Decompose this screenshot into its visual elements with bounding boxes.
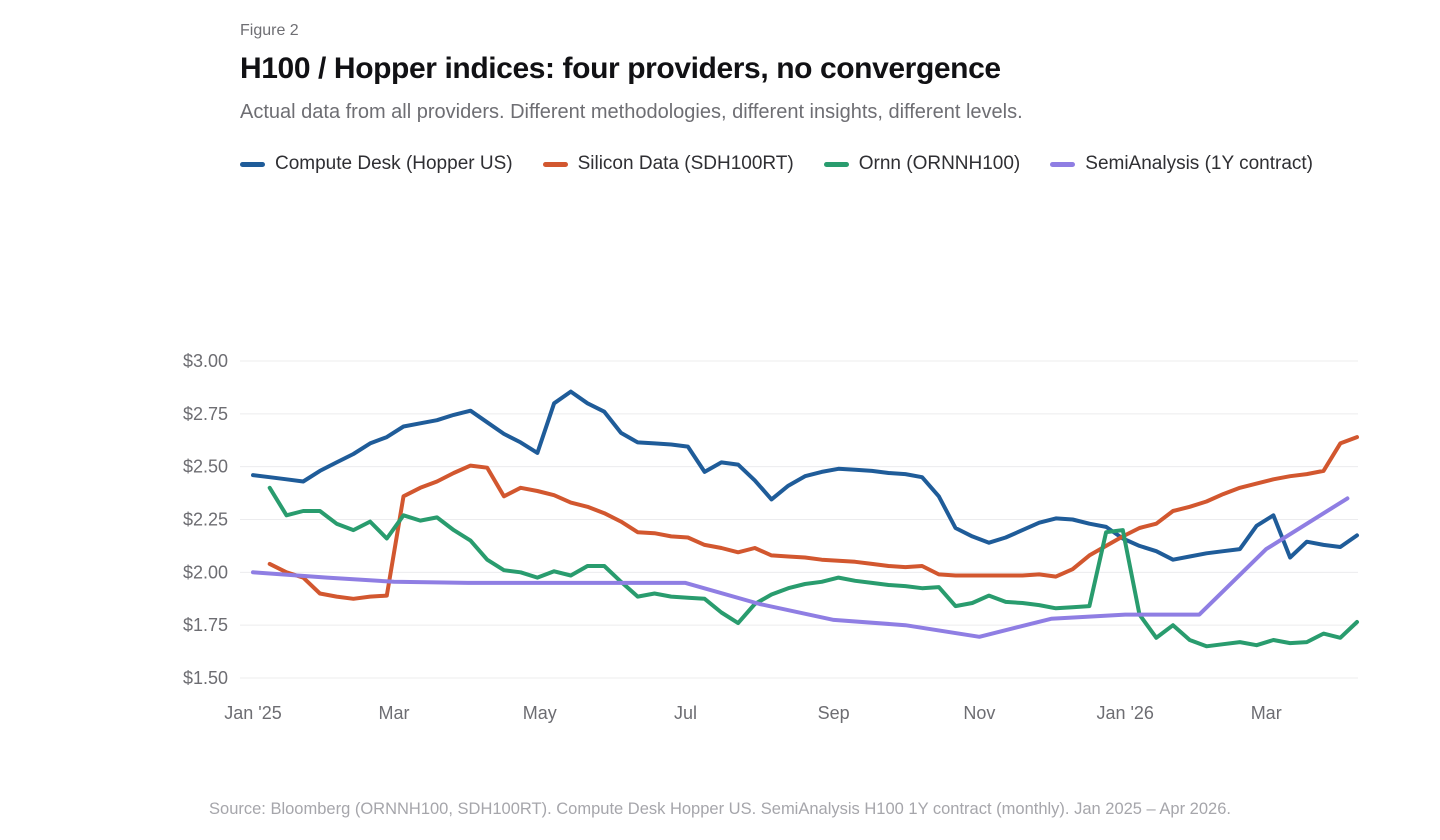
x-tick-label: Jul bbox=[674, 703, 697, 723]
series-line-compute-desk-hopper-us bbox=[251, 389, 1359, 562]
legend-item-semianalysis-1y-contract: SemiAnalysis (1Y contract) bbox=[1050, 153, 1313, 175]
chart-legend: Compute Desk (Hopper US) Silicon Data (SD… bbox=[240, 153, 1313, 175]
legend-label: Silicon Data (SDH100RT) bbox=[577, 153, 794, 174]
legend-item-compute-desk-hopper-us: Compute Desk (Hopper US) bbox=[240, 153, 513, 175]
legend-label: Compute Desk (Hopper US) bbox=[275, 153, 513, 174]
legend-item-silicon-data-sdh100rt: Silicon Data (SDH100RT) bbox=[542, 153, 794, 175]
legend-label: Ornn (ORNNH100) bbox=[858, 153, 1021, 174]
y-tick-label: $3.00 bbox=[183, 351, 228, 371]
y-tick-label: $2.50 bbox=[183, 457, 228, 477]
x-tick-label: Jan '25 bbox=[224, 703, 281, 723]
x-tick-label: Mar bbox=[1251, 703, 1282, 723]
source-note: Source: Bloomberg (ORNNH100, SDH100RT). … bbox=[209, 800, 1231, 818]
series-line-silicon-data-sdh100rt bbox=[267, 435, 1359, 601]
y-tick-label: $2.00 bbox=[183, 562, 228, 582]
page-subtitle: Actual data from all providers. Differen… bbox=[240, 101, 1023, 123]
series-line-ornn-ornnh100 bbox=[267, 485, 1359, 649]
figure-label: Figure 2 bbox=[240, 22, 299, 39]
x-tick-label: Jan '26 bbox=[1096, 703, 1153, 723]
legend-swatch-icon bbox=[240, 161, 265, 167]
x-tick-label: Nov bbox=[963, 703, 995, 723]
legend-swatch-icon bbox=[823, 161, 849, 167]
y-tick-label: $1.75 bbox=[183, 615, 228, 635]
legend-item-ornn-ornnh100: Ornn (ORNNH100) bbox=[823, 153, 1021, 175]
y-tick-label: $2.75 bbox=[183, 404, 228, 424]
y-tick-label: $2.25 bbox=[183, 510, 228, 530]
page-title: H100 / Hopper indices: four providers, n… bbox=[240, 52, 1001, 85]
legend-label: SemiAnalysis (1Y contract) bbox=[1085, 153, 1313, 174]
legend-swatch-icon bbox=[542, 161, 568, 167]
x-tick-label: May bbox=[523, 703, 557, 723]
x-tick-label: Sep bbox=[818, 703, 850, 723]
y-tick-label: $1.50 bbox=[183, 668, 228, 688]
series-line-semianalysis-1y-contract bbox=[251, 496, 1350, 639]
x-tick-label: Mar bbox=[378, 703, 409, 723]
legend-swatch-icon bbox=[1050, 161, 1076, 167]
